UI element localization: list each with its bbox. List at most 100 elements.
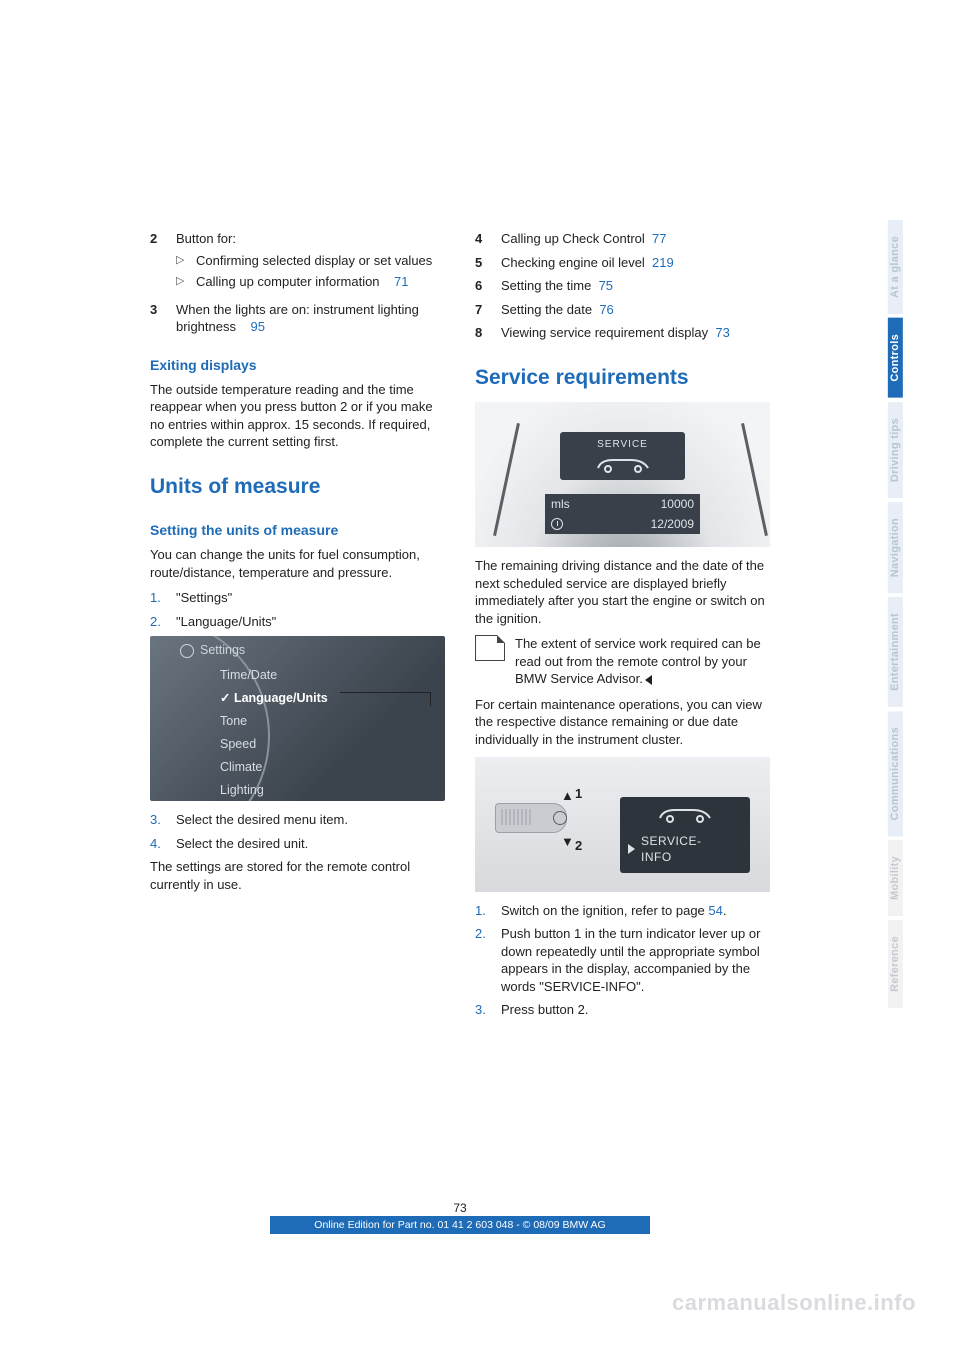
page-ref-link[interactable]: 71 — [394, 274, 408, 289]
step-number: 1. — [475, 902, 501, 920]
tab-communications[interactable]: Communications — [888, 711, 903, 836]
sub-item: ▷ Calling up computer information 71 — [176, 273, 445, 291]
heading-units-of-measure: Units of measure — [150, 473, 445, 501]
list-item-8: 8 Viewing service requirement display 73 — [475, 324, 770, 342]
step-number: 3. — [150, 811, 176, 829]
gauge-tick — [493, 423, 520, 536]
list-number: 6 — [475, 277, 501, 295]
service-display-2: ▲ ▼ 1 2 SERVICE- INFO — [475, 757, 770, 892]
page-ref-link[interactable]: 54 — [708, 903, 722, 918]
tab-mobility[interactable]: Mobility — [888, 840, 903, 916]
sub-item: ▷ Confirming selected display or set val… — [176, 252, 445, 270]
step-text: Select the desired menu item. — [176, 811, 348, 829]
settings-menu: Time/Date Language/Units Tone Speed Clim… — [220, 664, 328, 801]
page-number: 73 — [150, 1200, 770, 1216]
tab-navigation[interactable]: Navigation — [888, 502, 903, 593]
list-number: 2 — [150, 230, 176, 295]
list-text: When the lights are on: instrument light… — [176, 302, 419, 335]
step-text: "Language/Units" — [176, 613, 276, 631]
tab-reference[interactable]: Reference — [888, 920, 903, 1008]
paragraph: The outside temperature reading and the … — [150, 381, 445, 451]
list-item-3: 3 When the lights are on: instrument lig… — [150, 301, 445, 336]
chevron-icon: ▷ — [176, 273, 196, 291]
step-number: 4. — [150, 835, 176, 853]
section-tabs: At a glance Controls Driving tips Naviga… — [888, 220, 916, 1012]
paragraph: For certain maintenance operations, you … — [475, 696, 770, 749]
play-icon — [628, 844, 635, 854]
list-item-2: 2 Button for: ▷ Confirming selected disp… — [150, 230, 445, 295]
menu-item: Time/Date — [220, 664, 328, 687]
sub-text: Confirming selected display or set value… — [196, 252, 432, 270]
watermark: carmanualsonline.info — [672, 1288, 916, 1318]
page-ref-link[interactable]: 219 — [652, 255, 674, 270]
service-info-label-2: INFO — [641, 849, 701, 865]
list-text: Calling up Check Control — [501, 231, 645, 246]
step-3: 3. Press button 2. — [475, 1001, 770, 1019]
note-block: The extent of service work required can … — [475, 635, 770, 688]
heading-setting-units: Setting the units of measure — [150, 521, 445, 540]
car-icon — [568, 454, 677, 474]
tab-controls[interactable]: Controls — [888, 318, 903, 398]
heading-service-requirements: Service requirements — [475, 364, 770, 392]
paragraph: The remaining driving distance and the d… — [475, 557, 770, 627]
left-column: 2 Button for: ▷ Confirming selected disp… — [150, 230, 445, 1025]
right-column: 4 Calling up Check Control 77 5 Checking… — [475, 230, 770, 1025]
miles-label: mls — [551, 496, 570, 512]
list-text: Viewing service requirement display — [501, 325, 708, 340]
chevron-icon: ▷ — [176, 252, 196, 270]
page-ref-link[interactable]: 76 — [599, 302, 613, 317]
settings-screenshot: Settings Time/Date Language/Units Tone S… — [150, 636, 445, 801]
end-marker-icon — [645, 675, 652, 685]
note-icon — [475, 635, 505, 661]
step-text: Press button 2. — [501, 1001, 588, 1019]
menu-item: Lighting — [220, 779, 328, 802]
service-date: 12/2009 — [651, 516, 694, 532]
list-number: 3 — [150, 301, 176, 336]
page-ref-link[interactable]: 95 — [250, 319, 264, 334]
step-2: 2. "Language/Units" — [150, 613, 445, 631]
miles-strip: mls 10000 — [545, 494, 700, 514]
gear-icon — [180, 644, 194, 658]
step-text: Switch on the ignition, refer to page — [501, 903, 708, 918]
callout-1: 1 — [575, 785, 582, 803]
gauge-tick — [741, 423, 768, 536]
step-3: 3. Select the desired menu item. — [150, 811, 445, 829]
date-strip: 12/2009 — [545, 514, 700, 534]
page-ref-link[interactable]: 73 — [715, 325, 729, 340]
paragraph: You can change the units for fuel consum… — [150, 546, 445, 581]
list-number: 7 — [475, 301, 501, 319]
step-text: Push button 1 in the turn indicator leve… — [501, 925, 770, 995]
callout-2: 2 — [575, 837, 582, 855]
service-info-label-1: SERVICE- — [641, 833, 701, 849]
page-ref-link[interactable]: 75 — [599, 278, 613, 293]
step-2: 2. Push button 1 in the turn indicator l… — [475, 925, 770, 995]
step-4: 4. Select the desired unit. — [150, 835, 445, 853]
list-text: Setting the date — [501, 302, 592, 317]
footer-bar: Online Edition for Part no. 01 41 2 603 … — [270, 1216, 650, 1234]
tab-entertainment[interactable]: Entertainment — [888, 597, 903, 707]
tab-driving-tips[interactable]: Driving tips — [888, 402, 903, 498]
list-item-6: 6 Setting the time 75 — [475, 277, 770, 295]
callout-line — [340, 692, 430, 693]
car-icon — [628, 805, 742, 827]
step-text-post: . — [723, 903, 727, 918]
page-ref-link[interactable]: 77 — [652, 231, 666, 246]
miles-value: 10000 — [661, 496, 694, 512]
step-number: 2. — [150, 613, 176, 631]
clock-icon — [551, 518, 563, 530]
menu-item: Tone — [220, 710, 328, 733]
paragraph: The settings are stored for the remote c… — [150, 858, 445, 893]
step-text: "Settings" — [176, 589, 232, 607]
tab-at-a-glance[interactable]: At a glance — [888, 220, 903, 314]
step-1: 1. Switch on the ignition, refer to page… — [475, 902, 770, 920]
list-text: Checking engine oil level — [501, 255, 645, 270]
arrow-down-icon: ▼ — [561, 833, 574, 851]
list-item-4: 4 Calling up Check Control 77 — [475, 230, 770, 248]
step-number: 2. — [475, 925, 501, 995]
step-1: 1. "Settings" — [150, 589, 445, 607]
settings-title: Settings — [200, 642, 245, 659]
service-display-1: SERVICE mls 10000 12/2009 — [475, 402, 770, 547]
lever-button-2 — [553, 811, 567, 825]
settings-header: Settings — [180, 642, 245, 659]
list-item-5: 5 Checking engine oil level 219 — [475, 254, 770, 272]
